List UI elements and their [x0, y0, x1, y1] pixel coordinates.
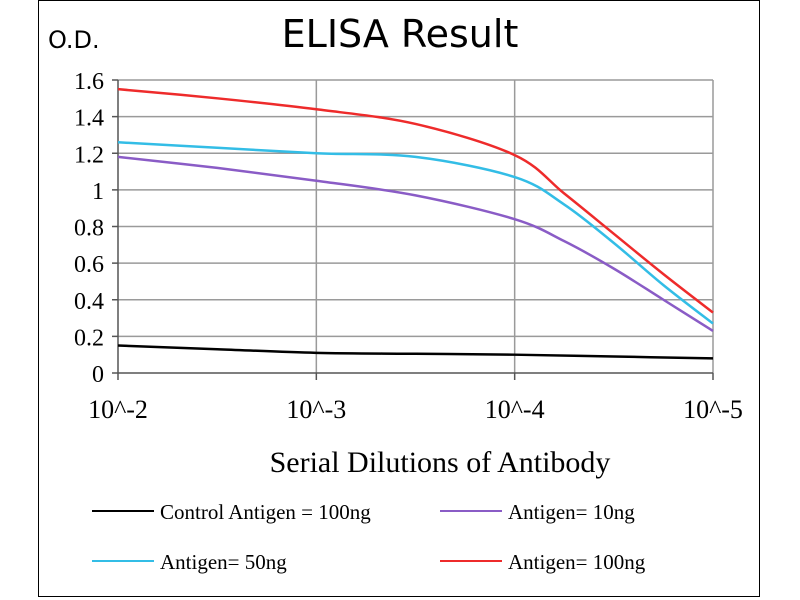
- chart-title: ELISA Result: [282, 12, 519, 56]
- legend-label: Control Antigen = 100ng: [160, 500, 371, 524]
- legend: Control Antigen = 100ng Antigen= 10ng Anti…: [92, 500, 646, 574]
- x-tick-label: 10^-5: [683, 395, 743, 424]
- y-tick-label: 0.6: [74, 252, 104, 278]
- legend-label: Antigen= 100ng: [508, 550, 646, 574]
- axes: [112, 79, 714, 380]
- legend-label: Antigen= 10ng: [508, 500, 635, 524]
- y-tick-label: 0.8: [74, 216, 104, 242]
- series-line-3: [117, 141, 714, 325]
- y-tick-label: 1: [92, 179, 104, 205]
- series-line-2: [117, 155, 714, 332]
- y-tick-labels: 0 0.2 0.4 0.6 0.8 1 1.2 1.4 1.6: [74, 69, 104, 388]
- y-tick-label: 1.6: [74, 69, 104, 95]
- y-tick-label: 1.2: [74, 142, 104, 168]
- series-line-1: [117, 344, 714, 360]
- series-line-4: [117, 87, 714, 314]
- y-tick-label: 0.2: [74, 325, 104, 351]
- x-tick-label: 10^-4: [485, 395, 545, 424]
- y-tick-label: 0.4: [74, 289, 104, 315]
- y-axis-label: O.D.: [48, 26, 100, 54]
- x-tick-label: 10^-3: [286, 395, 346, 424]
- series-lines: [117, 87, 714, 360]
- chart-frame: [38, 0, 760, 597]
- y-tick-label: 1.4: [74, 106, 104, 132]
- x-tick-label: 10^-2: [88, 395, 148, 424]
- legend-label: Antigen= 50ng: [160, 550, 287, 574]
- x-axis-label: Serial Dilutions of Antibody: [270, 446, 611, 479]
- y-tick-label: 0: [92, 362, 104, 388]
- x-tick-labels: 10^-2 10^-3 10^-4 10^-5: [88, 395, 743, 424]
- grid-lines: [118, 79, 714, 373]
